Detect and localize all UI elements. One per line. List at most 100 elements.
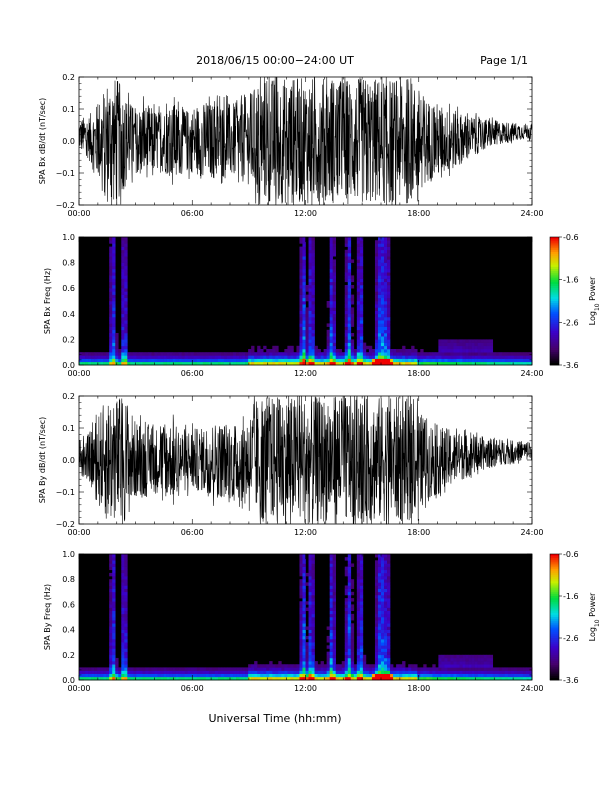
spectrogram-cell bbox=[356, 246, 361, 251]
colorbar-segment bbox=[550, 273, 559, 276]
spectrogram-cell bbox=[359, 253, 364, 257]
spectrogram-cell bbox=[344, 349, 349, 353]
spectrogram-cell bbox=[384, 304, 388, 308]
spectrogram-cell bbox=[495, 355, 500, 359]
spectrogram-cell bbox=[211, 358, 216, 363]
spectrogram-cell bbox=[525, 352, 530, 356]
spectrogram-cell bbox=[112, 591, 116, 596]
spectrogram-cell bbox=[311, 246, 315, 251]
spectrogram-cell bbox=[498, 358, 503, 363]
spectrogram-cell bbox=[381, 297, 385, 302]
spectrogram-cell bbox=[513, 667, 518, 671]
spectrogram-cell bbox=[124, 307, 128, 311]
spectrogram-cell bbox=[308, 642, 312, 646]
spectrogram-cell bbox=[483, 657, 487, 662]
spectrogram-cell bbox=[251, 349, 255, 353]
spectrogram-cell bbox=[347, 256, 352, 260]
spectrogram-cell bbox=[154, 352, 158, 356]
spectrogram-cell bbox=[109, 237, 113, 241]
spectrogram-cell bbox=[528, 670, 533, 674]
spectrogram-cell bbox=[245, 352, 249, 356]
spectrogram-cell bbox=[133, 667, 137, 671]
spectrogram-cell bbox=[124, 278, 128, 283]
spectrogram-cell bbox=[381, 333, 385, 337]
spectrogram-cell bbox=[124, 585, 128, 589]
spectrogram-cell bbox=[486, 345, 491, 350]
spectrogram-cell bbox=[444, 342, 448, 347]
spectrogram-cell bbox=[121, 579, 125, 583]
spectrogram-cell bbox=[287, 664, 291, 668]
spectrogram-cell bbox=[347, 313, 352, 318]
spectrogram-cell bbox=[480, 358, 484, 363]
spectrogram-cell bbox=[202, 358, 207, 363]
spectrogram-cell bbox=[374, 336, 379, 340]
spectrogram-cell bbox=[387, 333, 391, 337]
spectrogram-cell bbox=[374, 333, 379, 337]
spectrogram-cell bbox=[350, 607, 355, 611]
spectrogram-cell bbox=[329, 317, 333, 321]
spectrogram-cell bbox=[121, 594, 125, 599]
spectrogram-cell bbox=[507, 355, 512, 359]
colorbar-segment bbox=[550, 665, 559, 668]
spectrogram-cell bbox=[121, 256, 125, 260]
spectrogram-cell bbox=[82, 676, 86, 681]
spectrogram-cell bbox=[387, 297, 391, 302]
spectrogram-cell bbox=[112, 259, 116, 263]
spectrogram-cell bbox=[396, 664, 400, 668]
spectrogram-cell bbox=[414, 361, 418, 366]
spectrogram-cell bbox=[384, 349, 388, 353]
spectrogram-cell bbox=[166, 361, 170, 366]
spectrogram-cell bbox=[320, 664, 324, 668]
spectrogram-cell bbox=[347, 285, 352, 289]
spectrogram-cell bbox=[384, 342, 388, 347]
spectrogram-cell bbox=[239, 673, 243, 678]
spectrogram-cell bbox=[381, 317, 385, 321]
spectrogram-cell bbox=[121, 664, 125, 668]
spectrogram-cell bbox=[305, 676, 309, 681]
spectrogram-cell bbox=[447, 657, 451, 662]
spectrogram-cell bbox=[193, 667, 198, 671]
spectrogram-cell bbox=[121, 572, 125, 577]
spectrogram-cell bbox=[483, 355, 487, 359]
spectrogram-cell bbox=[284, 673, 288, 678]
spectrogram-cell bbox=[199, 358, 204, 363]
spectrogram-cell bbox=[305, 651, 309, 656]
spectrogram-cell bbox=[522, 667, 527, 671]
spectrogram-cell bbox=[365, 670, 370, 674]
spectrogram-cell bbox=[302, 361, 306, 366]
spectrogram-cell bbox=[381, 329, 385, 334]
spectrogram-cell bbox=[381, 648, 385, 652]
spectrogram-cell bbox=[368, 676, 373, 681]
spectrogram-cell bbox=[332, 582, 336, 586]
spectrogram-cell bbox=[344, 607, 349, 611]
spectrogram-cell bbox=[109, 642, 113, 646]
spectrogram-cell bbox=[172, 358, 176, 363]
spectrogram-cell bbox=[175, 352, 179, 356]
spectrogram-cell bbox=[281, 664, 285, 668]
spectrogram-cell bbox=[374, 253, 379, 257]
spectrogram-cell bbox=[311, 294, 315, 299]
spectrogram-cell bbox=[381, 657, 385, 662]
spectrogram-cell bbox=[121, 285, 125, 289]
spectrogram-cell bbox=[468, 667, 472, 671]
spectrogram-cell bbox=[109, 632, 113, 637]
spectrogram-cell bbox=[311, 620, 315, 624]
spectrogram-cell bbox=[124, 336, 128, 340]
spectrogram-cell bbox=[359, 654, 364, 659]
spectrogram-cell bbox=[471, 339, 475, 343]
spectrogram-cell bbox=[308, 626, 312, 630]
spectrogram-cell bbox=[299, 313, 303, 318]
spectrogram-cell bbox=[299, 265, 303, 270]
spectrogram-cell bbox=[121, 632, 125, 637]
colorbar-tick-label: -3.6 bbox=[563, 361, 579, 370]
spectrogram-cell bbox=[441, 667, 445, 671]
spectrogram-cell bbox=[130, 667, 134, 671]
spectrogram-cell bbox=[308, 594, 312, 599]
colorbar-segment bbox=[550, 294, 559, 298]
spectrogram-cell bbox=[356, 265, 361, 270]
spectrogram-cell bbox=[85, 670, 89, 674]
spectrogram-cell bbox=[441, 361, 445, 366]
spectrogram-cell bbox=[350, 285, 355, 289]
spectrogram-cell bbox=[359, 648, 364, 652]
